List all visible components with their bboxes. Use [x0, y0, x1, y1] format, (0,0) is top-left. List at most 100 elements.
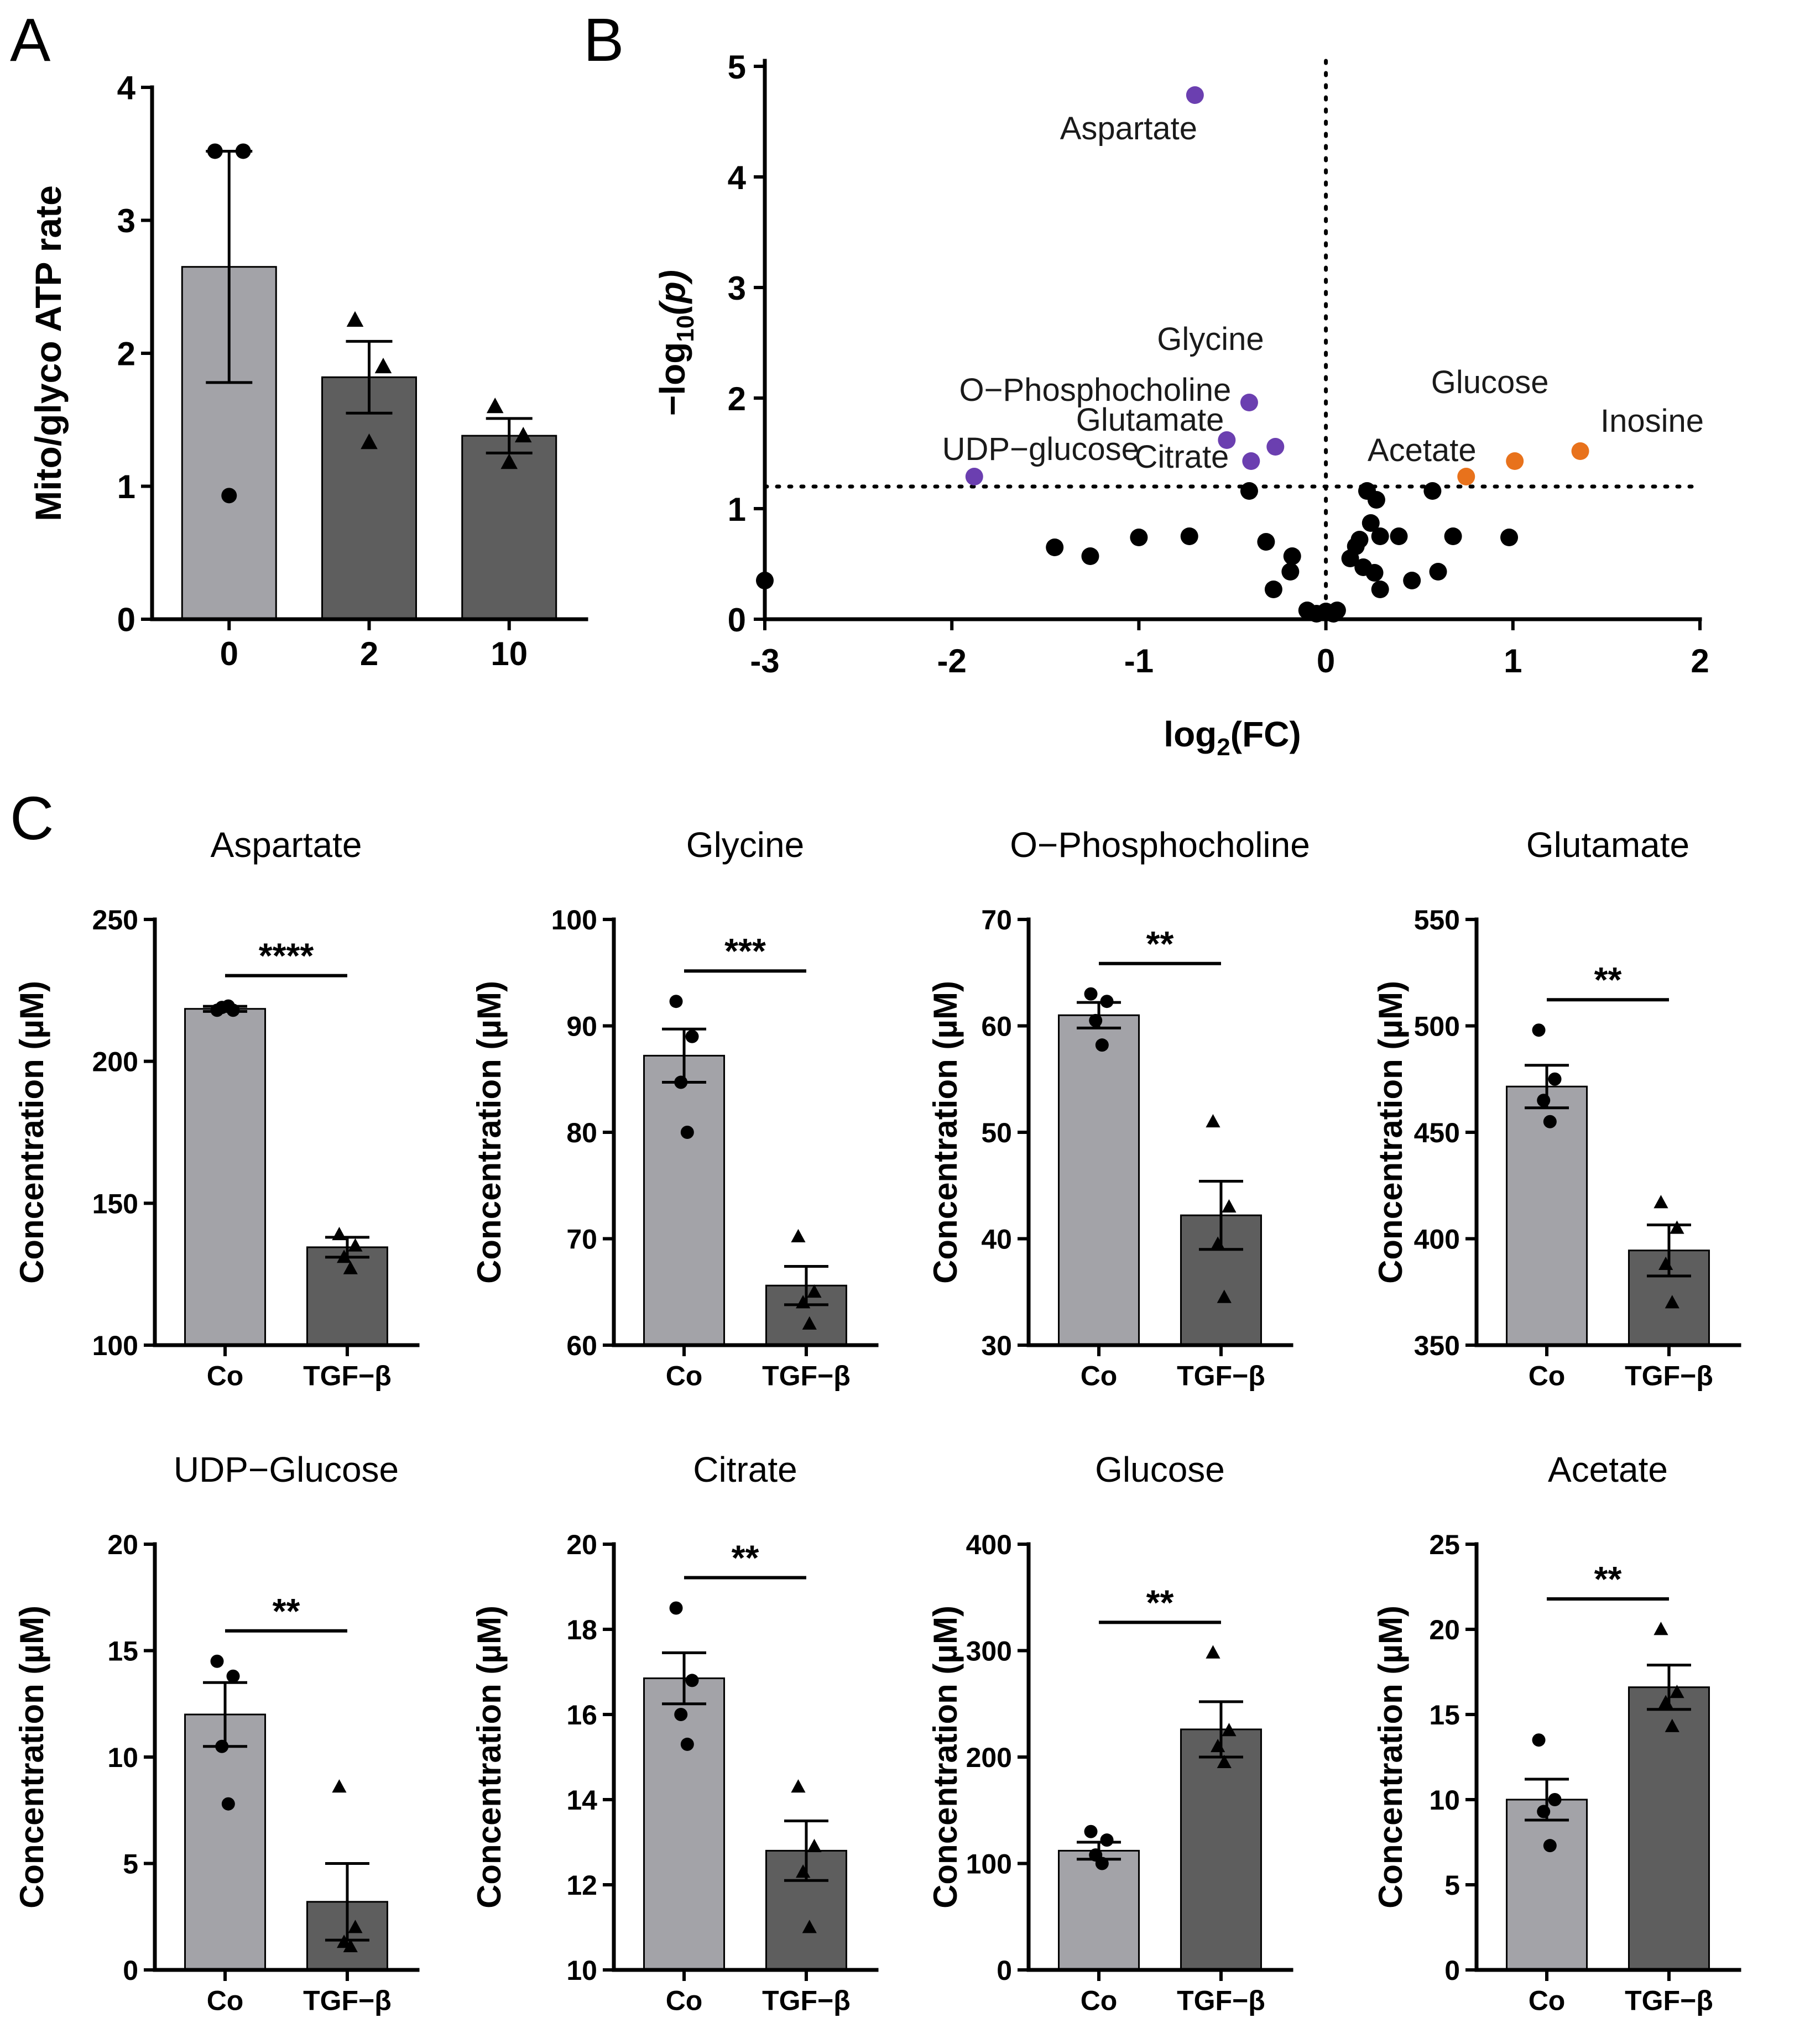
data-point: [1429, 563, 1447, 581]
data-point: [1670, 1685, 1684, 1698]
data-point: [1283, 547, 1301, 565]
data-point: [756, 572, 774, 589]
chart-title: Glutamate: [1526, 825, 1689, 865]
bar-0: [184, 1008, 267, 1346]
data-point: [1324, 605, 1343, 623]
significance-label: ***: [724, 931, 766, 971]
bar-1: [1180, 1728, 1262, 1971]
data-point: [1665, 1295, 1679, 1309]
data-point: [1500, 529, 1519, 546]
y-tick-label: 10: [107, 1742, 138, 1773]
x-tick-label: -2: [937, 642, 967, 679]
y-tick-label: 0: [728, 602, 746, 639]
y-axis-title-tail: (p): [653, 270, 692, 315]
bar-0: [643, 1677, 726, 1971]
y-axis-title: Concentration (µM): [471, 1606, 508, 1909]
y-axis-title: Concentration (µM): [927, 1606, 964, 1909]
bar-0: [643, 1054, 726, 1346]
y-tick-label: 3: [728, 270, 746, 307]
y-axis-title: Concentration (µM): [13, 981, 50, 1284]
data-point: [215, 1739, 229, 1753]
y-tick-label: 25: [1429, 1529, 1460, 1560]
data-point: [680, 1737, 694, 1751]
x-tick-label: TGF−β: [1625, 1985, 1713, 2016]
y-tick-label: 60: [981, 1011, 1012, 1042]
data-point: [1423, 482, 1442, 500]
data-point: [674, 1708, 688, 1721]
data-point: [1653, 1195, 1668, 1209]
data-point: [226, 1669, 240, 1683]
y-tick-label: 20: [1429, 1614, 1460, 1645]
data-point: [1537, 1805, 1551, 1818]
y-axis-title: Mito/glyco ATP rate: [28, 185, 69, 521]
x-tick-label: Co: [666, 1361, 703, 1392]
data-point: [1532, 1733, 1546, 1747]
y-tick-label: 80: [566, 1117, 597, 1148]
data-point: [1365, 564, 1384, 582]
data-point: [332, 1227, 347, 1241]
point-label: Acetate: [1368, 432, 1477, 468]
data-point: [791, 1779, 806, 1793]
chart-c-acetate: Acetate Concentration (µM) 0 5 10 15 20 25 Co TGF…: [1372, 1450, 1741, 2016]
chart-c-phosphocholine: O−Phosphocholine Concentration (µM) 30 40 50…: [927, 825, 1310, 1392]
y-tick-label: 200: [92, 1047, 138, 1078]
data-point: [802, 1920, 817, 1933]
bar-1: [1628, 1686, 1710, 1971]
chart-title: Aspartate: [211, 825, 362, 865]
data-point: [1532, 1023, 1546, 1037]
y-axis-title: Concentration (µM): [1372, 981, 1409, 1284]
y-tick-label: 200: [966, 1742, 1012, 1773]
y-tick-label: 16: [566, 1700, 597, 1731]
y-tick-label: 1: [728, 491, 746, 528]
x-tick-label: TGF−β: [303, 1985, 392, 2016]
x-tick-label: TGF−β: [1625, 1361, 1713, 1392]
x-tick-label: TGF−β: [1177, 1361, 1265, 1392]
chart-title: UDP−Glucose: [174, 1450, 399, 1489]
y-tick-label: 500: [1414, 1011, 1460, 1042]
data-point: [210, 1654, 224, 1668]
data-point: [1100, 995, 1114, 1008]
y-tick-label: 2: [117, 336, 135, 373]
data-point: [1084, 1825, 1098, 1838]
data-point: [680, 1126, 694, 1139]
data-point: [1548, 1793, 1562, 1806]
point-label: UDP−glucose: [942, 431, 1139, 467]
y-tick-label: 10: [566, 1955, 597, 1986]
data-point: [791, 1229, 806, 1242]
bar-0: [1506, 1085, 1588, 1346]
y-tick-label: 30: [981, 1330, 1012, 1361]
point-label: Glucose: [1431, 364, 1549, 400]
x-tick-label: Co: [207, 1985, 244, 2016]
point-label: Aspartate: [1060, 111, 1197, 147]
chart-c-aspartate: Aspartate Concentration (µM) 100 150 200 250 C…: [13, 825, 420, 1392]
y-tick-label: 20: [107, 1529, 138, 1560]
x-axis-title: log2(FC): [1164, 714, 1301, 761]
y-tick-label: 18: [566, 1614, 597, 1645]
y-tick-label: 0: [117, 602, 135, 639]
chart-c-glucose: Glucose Concentration (µM) 0 100 200 300 400 Co…: [927, 1450, 1293, 2016]
data-point: [346, 311, 364, 327]
data-point-up: [1571, 442, 1589, 460]
y-tick-label: 15: [1429, 1700, 1460, 1731]
data-point: [337, 1250, 352, 1263]
y-axis-title: Concentration (µM): [927, 981, 964, 1284]
data-point-up: [1506, 452, 1524, 470]
data-point: [343, 1261, 358, 1274]
data-point: [514, 427, 532, 443]
x-tick-label: 10: [491, 635, 528, 672]
bar-0: [1058, 1014, 1140, 1346]
data-point: [669, 1601, 683, 1615]
point-label: Glutamate: [1076, 402, 1224, 438]
data-point: [1240, 482, 1258, 500]
data-point-down: [1240, 394, 1258, 411]
x-tick-label: 2: [360, 635, 378, 672]
significance-label: **: [273, 1591, 300, 1631]
data-point: [1089, 1013, 1103, 1027]
data-point: [1665, 1718, 1679, 1732]
data-point: [1095, 1038, 1109, 1052]
y-tick-label: 10: [1429, 1785, 1460, 1816]
significance-label: **: [1146, 924, 1174, 964]
x-tick-label: Co: [1529, 1985, 1566, 2016]
